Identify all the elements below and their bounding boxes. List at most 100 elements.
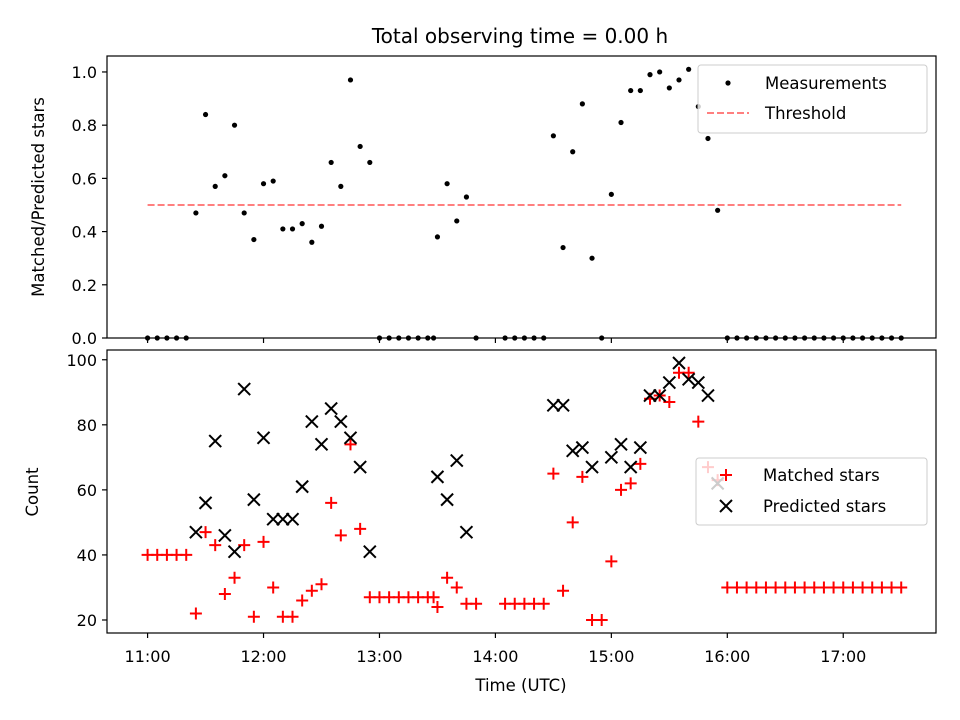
predicted-stars-point (633, 440, 648, 455)
matched-stars-point (557, 584, 570, 597)
predicted-stars-point (285, 512, 300, 526)
legend-label-predicted-stars: Predicted stars (763, 497, 886, 516)
matched-stars-point (209, 539, 222, 552)
matched-stars-point (247, 610, 260, 623)
matched-stars-point (180, 548, 193, 561)
measurements-point (608, 191, 614, 197)
bottom-plot-frame (106, 349, 937, 634)
predicted-stars-point (363, 544, 377, 559)
measurements-point (454, 218, 460, 224)
top-plot-frame (106, 55, 937, 339)
matched-stars-point (267, 581, 280, 594)
predicted-stars-point (643, 388, 657, 403)
top-y-tick-label: 1.0 (72, 63, 97, 82)
predicted-stars-point (305, 414, 319, 429)
predicted-stars-point (623, 460, 638, 474)
matched-stars-point (450, 581, 463, 594)
measurements-point (193, 210, 199, 216)
top-y-axis-label: Matched/Predicted stars (29, 97, 48, 297)
matched-stars-point (296, 594, 309, 607)
matched-stars-point (305, 584, 318, 597)
predicted-stars-point (266, 512, 280, 526)
predicted-stars-point (227, 544, 242, 559)
matched-stars-point (427, 591, 440, 604)
matched-stars-point (189, 607, 202, 620)
legend-marker-predicted-stars (719, 499, 733, 513)
predicted-stars-point (672, 356, 686, 370)
predicted-stars-point (353, 460, 367, 474)
legend-marker-measurements (725, 80, 731, 86)
matched-stars-point (441, 571, 454, 584)
measurements-point (686, 66, 692, 72)
measurements-point (289, 226, 296, 232)
measurements-point (579, 101, 585, 107)
matched-stars-point (634, 457, 647, 470)
matched-stars-point (354, 522, 367, 535)
measurements-point (347, 77, 354, 83)
matched-stars-point (325, 496, 338, 509)
measurements-point (251, 236, 257, 243)
measurements-point (647, 72, 653, 78)
matched-stars-point (595, 613, 608, 626)
measurements-point (570, 149, 576, 155)
measurements-point (299, 221, 305, 227)
measurements-point (637, 87, 643, 94)
bottom-data-marks (141, 356, 908, 626)
predicted-stars-point (334, 414, 348, 429)
measurements-point (589, 255, 595, 261)
predicted-stars-point (546, 398, 561, 413)
predicted-stars-point (691, 375, 706, 390)
predicted-stars-point (189, 525, 203, 539)
predicted-stars-point (614, 437, 628, 452)
matched-stars-point (199, 526, 212, 539)
predicted-stars-point (324, 401, 338, 416)
bottom-y-tick-label: 100 (66, 351, 97, 370)
matched-stars-point (663, 396, 676, 409)
measurements-point (357, 143, 363, 150)
predicted-stars-point (585, 460, 599, 474)
bottom-legend: Matched stars Predicted stars (695, 457, 928, 526)
matched-stars-point (624, 477, 637, 490)
measurements-point (560, 244, 566, 251)
measurements-point (338, 183, 344, 189)
matched-stars-point (547, 467, 560, 480)
bottom-y-tick-label: 40 (77, 546, 97, 565)
measurements-point (444, 181, 450, 187)
measurements-point (280, 226, 286, 232)
top-chart-title: Total observing time = 0.00 h (371, 24, 668, 48)
matched-stars-point (895, 581, 908, 594)
matched-stars-point (576, 470, 589, 483)
predicted-stars-point (218, 528, 232, 543)
predicted-stars-point (604, 450, 619, 465)
bottom-x-tick-label: 16:00 (704, 647, 750, 666)
bottom-x-axis: 11:00 12:00 13:00 14:00 15:00 16:00 17:00 (125, 633, 866, 666)
legend-label-matched-stars: Matched stars (763, 466, 880, 485)
bottom-x-tick-label: 15:00 (588, 647, 634, 666)
predicted-stars-point (566, 444, 580, 458)
measurements-point (676, 77, 682, 83)
matched-stars-point (470, 597, 483, 610)
top-y-axis: 0.0 0.2 0.4 0.6 0.8 1.0 (72, 63, 107, 348)
predicted-stars-point (314, 437, 329, 452)
matched-stars-point (692, 415, 705, 428)
bottom-legend-frame (695, 457, 928, 526)
measurements-point (657, 69, 663, 75)
measurements-point (309, 239, 315, 245)
matched-stars-point (566, 516, 579, 529)
bottom-panel: 20 40 60 80 100 11:00 12:00 13:00 14:00 15:00 16:… (23, 349, 937, 695)
legend-marker-matched-stars (720, 469, 732, 481)
top-legend: Measurements Threshold (697, 64, 928, 134)
top-y-tick-label: 0.4 (72, 223, 97, 242)
bottom-x-tick-label: 12:00 (240, 647, 286, 666)
bottom-y-tick-label: 80 (77, 416, 97, 435)
measurements-point (618, 119, 624, 126)
measurements-point (367, 159, 373, 166)
predicted-stars-point (237, 382, 251, 396)
bottom-y-tick-label: 20 (77, 611, 97, 630)
predicted-stars-point (662, 375, 677, 390)
matched-stars-point (537, 597, 550, 610)
bottom-x-axis-label: Time (UTC) (474, 676, 566, 695)
top-y-tick-label: 0.0 (72, 329, 97, 348)
predicted-stars-point (459, 525, 474, 539)
